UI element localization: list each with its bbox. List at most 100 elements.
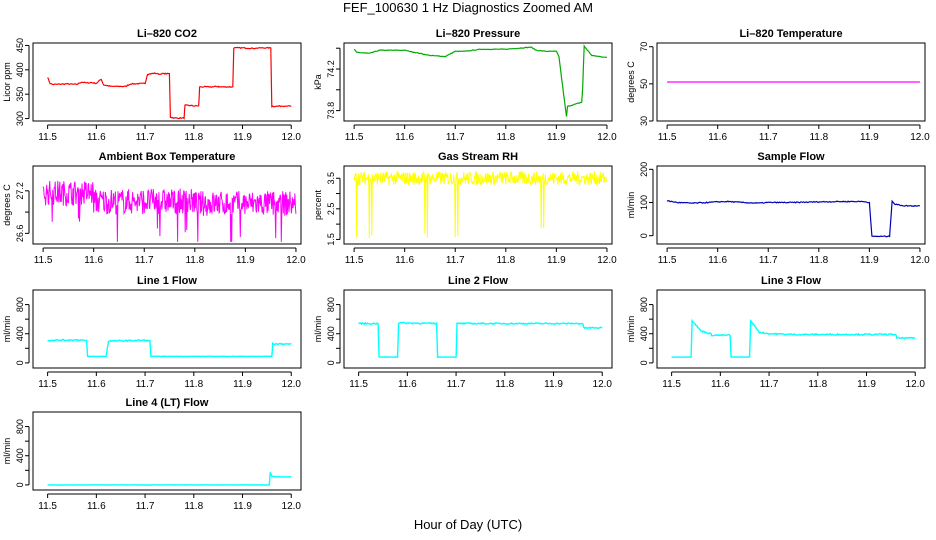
x-tick-label: 11.6 [708, 255, 727, 266]
plot-frame [343, 42, 613, 122]
panel-title: Line 4 (LT) Flow [126, 397, 209, 409]
x-tick-label: 11.8 [495, 379, 514, 390]
x-tick-label: 11.6 [87, 132, 106, 143]
y-tick-label: 30 [639, 116, 649, 126]
y-tick-label: 2.5 [326, 203, 336, 216]
y-tick-label: 0 [639, 360, 649, 365]
x-tick-label: 11.6 [708, 132, 727, 143]
x-tick-label: 11.7 [447, 379, 466, 390]
plot-frame [343, 165, 613, 245]
series-line [42, 180, 297, 242]
panel-title: Gas Stream RH [438, 151, 518, 163]
x-tick-label: 11.7 [136, 379, 155, 390]
panel-1: Li–820 CO2 Licor ppm 11.5 11.6 11.7 11.8 11.9 1… [2, 28, 302, 143]
y-tick-label: 400 [15, 62, 25, 77]
panel-10: Line 4 (LT) Flow ml/min 11.5 11.6 11.7 11.8 11… [2, 397, 302, 512]
y-tick-label: 0 [15, 360, 25, 365]
x-tick-label: 12.0 [282, 501, 302, 512]
x-tick-label: 11.7 [760, 379, 779, 390]
y-tick-label: 26.6 [15, 225, 25, 243]
x-tick-label: 11.9 [547, 255, 566, 266]
plot-frame [32, 42, 302, 122]
x-tick-label: 11.8 [185, 255, 204, 266]
series-line [671, 318, 916, 358]
x-tick-label: 11.6 [398, 379, 417, 390]
panel-7: Line 1 Flow ml/min 11.5 11.6 11.7 11.8 11.9 12.… [2, 275, 302, 390]
x-tick-label: 11.7 [446, 255, 465, 266]
x-tick-label: 11.8 [496, 255, 515, 266]
y-tick-label: 27.2 [15, 182, 25, 200]
x-tick-label: 11.7 [759, 255, 778, 266]
y-tick-label: 800 [326, 297, 336, 312]
x-tick-label: 11.5 [662, 379, 681, 390]
x-tick-label: 11.5 [38, 379, 57, 390]
x-tick-label: 12.0 [286, 255, 306, 266]
x-tick-label: 11.5 [345, 255, 364, 266]
x-tick-label: 11.5 [349, 379, 368, 390]
x-tick-label: 11.8 [808, 379, 827, 390]
panel-6: Sample Flow ml/min 11.5 11.6 11.7 11.8 11.9 12.… [626, 151, 930, 266]
x-tick-label: 11.9 [547, 132, 566, 143]
y-axis-label: ml/min [2, 316, 12, 343]
x-tick-label: 12.0 [593, 379, 613, 390]
x-tick-label: 12.0 [597, 255, 617, 266]
plot-frame [656, 289, 926, 369]
x-tick-label: 11.7 [135, 255, 154, 266]
y-tick-label: 3.5 [326, 172, 336, 185]
y-axis-label: percent [313, 189, 323, 220]
y-tick-label: 400 [326, 326, 336, 341]
x-tick-label: 11.8 [809, 255, 828, 266]
x-tick-label: 11.6 [84, 255, 103, 266]
y-axis-label: ml/min [626, 192, 636, 219]
x-tick-label: 11.9 [233, 379, 252, 390]
y-tick-label: 0 [639, 233, 649, 238]
y-axis-label: ml/min [313, 316, 323, 343]
y-tick-label: 200 [639, 162, 649, 177]
panel-title: Li–820 CO2 [137, 28, 197, 40]
y-axis-label: degrees C [2, 184, 12, 226]
series-line [358, 321, 603, 359]
y-tick-label: 0 [326, 360, 336, 365]
y-tick-label: 800 [15, 297, 25, 312]
y-tick-label: 73.8 [326, 102, 336, 120]
x-tick-label: 11.9 [860, 132, 879, 143]
y-axis-label: ml/min [626, 316, 636, 343]
panel-9: Line 3 Flow ml/min 11.5 11.6 11.7 11.8 11.9 12.… [626, 275, 926, 390]
plot-frame [343, 289, 613, 369]
series-line [47, 338, 292, 358]
panel-8: Line 2 Flow ml/min 11.5 11.6 11.7 11.8 11.9 12.… [313, 275, 613, 390]
x-tick-label: 11.8 [184, 501, 203, 512]
y-tick-label: 800 [639, 297, 649, 312]
x-tick-label: 11.8 [496, 132, 515, 143]
series-line [353, 169, 608, 239]
panel-title: Li–820 Temperature [739, 28, 842, 40]
x-tick-label: 11.7 [136, 501, 155, 512]
x-tick-label: 11.6 [87, 501, 106, 512]
panel-3: Li–820 Temperature degrees C 11.5 11.6 11.7 1… [626, 28, 930, 143]
y-tick-label: 400 [15, 448, 25, 463]
panel-title: Li–820 Pressure [436, 28, 520, 40]
y-tick-label: 1.5 [326, 233, 336, 246]
x-tick-label: 11.9 [233, 132, 252, 143]
x-tick-label: 11.8 [809, 132, 828, 143]
x-tick-label: 12.0 [282, 379, 302, 390]
x-tick-label: 11.8 [184, 132, 203, 143]
x-tick-label: 12.0 [910, 132, 930, 143]
y-tick-label: 70 [639, 42, 649, 52]
plot-frame [656, 165, 926, 245]
panel-title: Sample Flow [757, 151, 825, 163]
plot-frame [32, 411, 302, 491]
x-tick-label: 11.9 [857, 379, 876, 390]
panel-5: Gas Stream RH percent 11.5 11.6 11.7 11.8 11.9… [313, 151, 617, 266]
y-tick-label: 450 [15, 38, 25, 53]
x-tick-label: 11.5 [345, 132, 364, 143]
series-line [47, 46, 292, 120]
series-line [47, 472, 292, 486]
x-tick-label: 11.8 [184, 379, 203, 390]
y-tick-label: 74.2 [326, 60, 336, 78]
y-tick-label: 400 [15, 326, 25, 341]
series-line [353, 44, 608, 117]
x-tick-label: 11.9 [236, 255, 255, 266]
